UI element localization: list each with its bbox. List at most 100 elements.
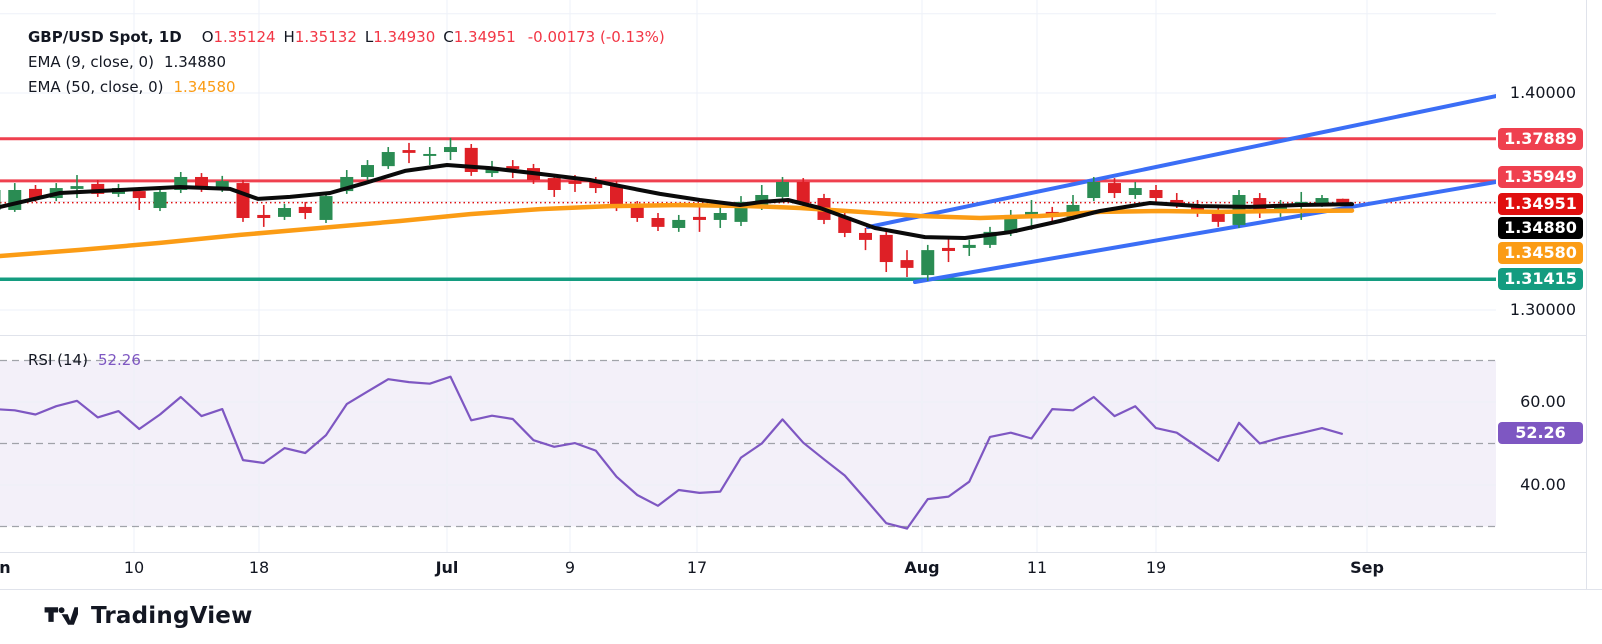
ema9-row: EMA (9, close, 0) 1.34880 bbox=[28, 49, 665, 74]
axis-badge: 52.26 bbox=[1498, 422, 1583, 444]
candle bbox=[879, 231, 893, 273]
candle bbox=[444, 137, 457, 161]
rsi-legend: RSI (14) 52.26 bbox=[28, 351, 141, 369]
candle-body bbox=[298, 206, 312, 214]
candle-body bbox=[153, 191, 167, 209]
axis-badge: 1.31415 bbox=[1498, 268, 1583, 290]
time-tick-label: Sep bbox=[1350, 558, 1384, 577]
candle-body bbox=[1170, 199, 1184, 204]
pane-separator[interactable] bbox=[0, 335, 1586, 336]
open-value: O1.35124 bbox=[201, 27, 276, 46]
candle-body bbox=[236, 183, 250, 218]
axis-separator bbox=[1586, 0, 1587, 589]
chart-bottom-border bbox=[0, 589, 1602, 590]
time-tick-label: Jul bbox=[435, 558, 459, 577]
candle-body bbox=[713, 213, 727, 220]
candle bbox=[8, 183, 22, 212]
candle-body bbox=[693, 216, 706, 220]
candle-body bbox=[1087, 181, 1101, 199]
candle bbox=[651, 213, 665, 232]
candle bbox=[1274, 199, 1287, 217]
candle-body bbox=[29, 188, 42, 199]
time-tick-label: n bbox=[0, 558, 11, 577]
candle-body bbox=[423, 153, 437, 156]
candle bbox=[70, 175, 84, 199]
low-value: L1.34930 bbox=[364, 27, 436, 46]
time-tick-label: 10 bbox=[123, 558, 145, 577]
candle bbox=[1232, 189, 1246, 228]
rsi-pane[interactable] bbox=[0, 336, 1496, 552]
candle-body bbox=[859, 232, 872, 240]
candle bbox=[91, 180, 105, 197]
candle-body bbox=[568, 181, 582, 184]
time-tick-label: 9 bbox=[564, 558, 576, 577]
candle-body bbox=[91, 183, 105, 194]
candle-body bbox=[132, 191, 146, 199]
candle bbox=[278, 203, 291, 220]
candle bbox=[547, 173, 561, 197]
candle bbox=[776, 176, 789, 202]
candle-body bbox=[1315, 198, 1329, 204]
candle-body bbox=[1149, 189, 1163, 199]
candle bbox=[464, 143, 478, 176]
candle-body bbox=[319, 196, 333, 220]
candle bbox=[693, 206, 706, 232]
candle-body bbox=[672, 219, 686, 228]
candle-body bbox=[1025, 211, 1038, 215]
candle bbox=[1087, 176, 1101, 202]
ema50-row: EMA (50, close, 0) 1.34580 bbox=[28, 74, 665, 99]
candle-body bbox=[444, 147, 457, 153]
candle-body bbox=[796, 181, 810, 204]
axis-label: 60.00 bbox=[1520, 392, 1566, 411]
time-tick-label: 11 bbox=[1026, 558, 1048, 577]
candle-body bbox=[257, 214, 271, 218]
candle-body bbox=[402, 150, 416, 153]
candle-body bbox=[1004, 214, 1018, 233]
axis-label: 1.30000 bbox=[1509, 300, 1577, 319]
candle-body bbox=[278, 208, 291, 217]
candle bbox=[381, 147, 395, 169]
candle bbox=[734, 196, 748, 227]
candle bbox=[1128, 181, 1142, 199]
ema50-line bbox=[0, 202, 1355, 259]
candle-body bbox=[547, 178, 561, 190]
candle-body bbox=[215, 181, 229, 189]
channel-upper-trendline bbox=[866, 94, 1496, 230]
rsi-line bbox=[0, 375, 1344, 530]
candle-body bbox=[381, 152, 395, 167]
axis-label: 40.00 bbox=[1520, 475, 1566, 494]
time-tick-label: 18 bbox=[248, 558, 270, 577]
candle-body bbox=[506, 166, 520, 169]
candle bbox=[174, 171, 188, 194]
axis-badge: 1.34951 bbox=[1498, 193, 1583, 215]
candle bbox=[153, 188, 167, 212]
ema50-value: 1.34580 bbox=[173, 77, 236, 96]
axis-badge: 1.37889 bbox=[1498, 128, 1583, 150]
candle bbox=[672, 214, 686, 232]
candle-body bbox=[195, 176, 208, 189]
candle bbox=[962, 239, 976, 256]
candle-body bbox=[776, 181, 789, 197]
high-value: H1.35132 bbox=[283, 27, 357, 46]
candle bbox=[361, 160, 374, 181]
close-value: C1.34951 bbox=[443, 27, 516, 46]
candle bbox=[298, 201, 312, 220]
ema50-label: EMA (50, close, 0) bbox=[28, 77, 164, 96]
axis-badge: 1.34880 bbox=[1498, 217, 1583, 239]
candle-body bbox=[610, 185, 623, 207]
tradingview-logo-text: TradingView bbox=[91, 603, 253, 629]
tradingview-logo-icon bbox=[44, 601, 78, 631]
ema9-line bbox=[0, 163, 1354, 240]
tradingview-logo[interactable]: TradingView bbox=[44, 601, 253, 631]
candle-body bbox=[1066, 204, 1080, 217]
candle bbox=[1191, 199, 1204, 217]
candle-body bbox=[589, 181, 603, 189]
candle bbox=[257, 204, 271, 227]
candle bbox=[0, 189, 1, 210]
candle bbox=[713, 204, 727, 228]
symbol-title: GBP/USD Spot, 1D bbox=[28, 27, 182, 46]
axis-label: 1.40000 bbox=[1509, 83, 1577, 102]
price-pane[interactable] bbox=[0, 0, 1496, 336]
candle bbox=[942, 237, 955, 263]
